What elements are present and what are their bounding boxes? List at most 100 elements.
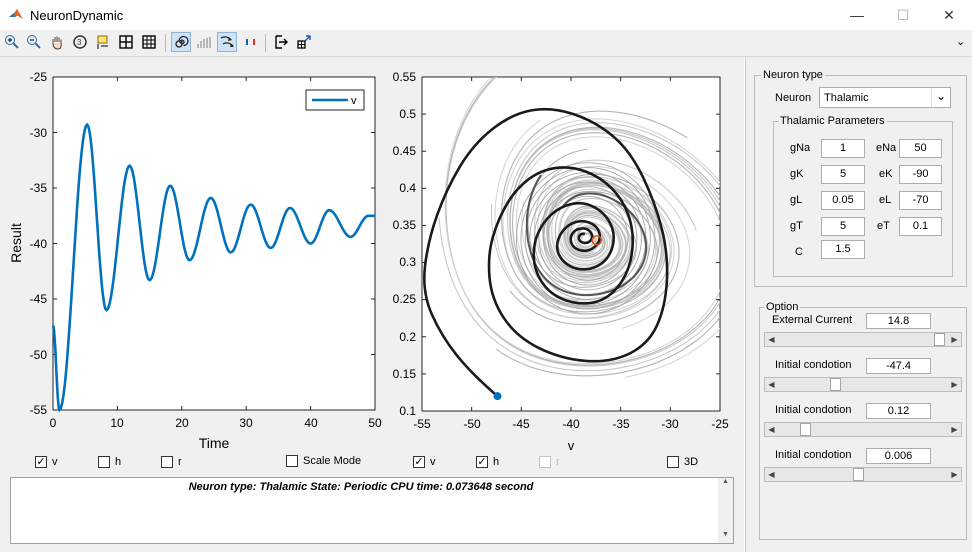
toolbar-menu-arrow-icon[interactable]: ⌄ [956, 36, 966, 48]
status-text-area[interactable]: Neuron type: Thalamic State: Periodic CP… [10, 477, 734, 544]
param-input-gT[interactable]: 5 [821, 217, 865, 236]
option-group [759, 307, 967, 540]
y-tick-label: 0.4 [399, 181, 416, 195]
slider-left-arrow-icon[interactable]: ◀ [768, 470, 775, 479]
minor-grid-icon[interactable] [139, 32, 159, 52]
gray-trajectory-ring [538, 186, 638, 291]
x-tick-label: 10 [110, 416, 124, 430]
slider-right-arrow-icon[interactable]: ▶ [951, 380, 958, 389]
slider-track[interactable]: ◀ ▶ [764, 422, 962, 437]
neuron-select[interactable]: Thalamic ⌄ [819, 87, 951, 108]
checkbox-3d[interactable] [667, 456, 679, 468]
slider-right-arrow-icon[interactable]: ▶ [951, 335, 958, 344]
gray-trajectory-line [509, 173, 680, 326]
data-cursor-icon[interactable] [93, 32, 113, 52]
slider-label: Initial condotion [775, 359, 852, 371]
color-marker-icon[interactable] [240, 32, 260, 52]
param-input-gK[interactable]: 5 [821, 165, 865, 184]
slider-track[interactable]: ◀ ▶ [764, 467, 962, 482]
param-input-gNa[interactable]: 1 [821, 139, 865, 158]
checkbox-h-time[interactable] [98, 456, 110, 468]
legend-entry: v [351, 95, 357, 107]
y-tick-label: 0.55 [393, 70, 417, 84]
export-icon[interactable] [271, 32, 291, 52]
y-tick-label: -30 [30, 126, 48, 140]
status-text: Neuron type: Thalamic State: Periodic CP… [188, 481, 534, 493]
checkbox-label: r [178, 456, 182, 468]
minimize-button[interactable]: — [850, 7, 864, 23]
gray-trajectory-ring [515, 162, 660, 315]
slider-left-arrow-icon[interactable]: ◀ [768, 425, 775, 434]
param-input-gL[interactable]: 0.05 [821, 191, 865, 210]
status-scrollbar[interactable]: ▲ ▼ [718, 478, 733, 543]
x-tick-label: -50 [463, 417, 481, 431]
slider-value-input[interactable]: -47.4 [866, 358, 931, 374]
param-label-gT: gT [790, 220, 803, 232]
maximize-button[interactable]: ☐ [896, 7, 910, 23]
slider-right-arrow-icon[interactable]: ▶ [951, 470, 958, 479]
rotate-3d-icon[interactable]: 3 [70, 32, 90, 52]
param-input-eL[interactable]: -70 [899, 191, 942, 210]
y-tick-label: 0.5 [399, 107, 416, 121]
param-input-eK[interactable]: -90 [899, 165, 942, 184]
scroll-down-icon[interactable]: ▼ [722, 531, 729, 538]
axis-ticks [421, 76, 721, 412]
phase-plane-plot[interactable]: 0.55 0.5 0.45 0.4 0.35 0.3 0.25 0.2 0.15… [380, 57, 744, 457]
x-axis-label: Time [199, 435, 230, 451]
checkbox-v-time[interactable]: ✓ [35, 456, 47, 468]
spiral-icon[interactable] [171, 32, 191, 52]
slider-thumb[interactable] [830, 378, 842, 391]
slider-thumb[interactable] [800, 423, 812, 436]
legend[interactable]: v [305, 89, 365, 111]
neuron-type-legend: Neuron type [761, 69, 825, 81]
param-label-gNa: gNa [790, 142, 811, 154]
checkbox-r-phase [539, 456, 551, 468]
y-tick-label: -55 [30, 403, 48, 417]
scroll-up-icon[interactable]: ▲ [722, 478, 729, 485]
chevron-down-icon[interactable]: ⌄ [931, 88, 950, 107]
v-trace-line [51, 122, 375, 413]
slider-left-arrow-icon[interactable]: ◀ [768, 380, 775, 389]
slider-value-input[interactable]: 14.8 [866, 313, 931, 329]
slider-track[interactable]: ◀ ▶ [764, 332, 962, 347]
checkbox-label: v [52, 456, 58, 468]
checkbox-r-time[interactable] [161, 456, 173, 468]
y-tick-label: 0.25 [393, 292, 417, 306]
slider-right-arrow-icon[interactable]: ▶ [951, 425, 958, 434]
x-tick-label: 20 [175, 416, 189, 430]
slider-value-input[interactable]: 0.006 [866, 448, 931, 464]
param-label-gL: gL [790, 194, 803, 206]
param-label-gK: gK [790, 168, 804, 180]
slider-left-arrow-icon[interactable]: ◀ [768, 335, 775, 344]
pan-hand-icon[interactable] [47, 32, 67, 52]
param-label-C: C [795, 246, 803, 258]
zoom-in-icon[interactable] [2, 32, 22, 52]
param-input-eT[interactable]: 0.1 [899, 217, 942, 236]
neuron-type-group [754, 75, 967, 287]
param-label-eT: eT [877, 220, 890, 232]
phase-arrows-icon[interactable] [217, 32, 237, 52]
slider-track[interactable]: ◀ ▶ [764, 377, 962, 392]
checkbox-v-phase[interactable]: ✓ [413, 456, 425, 468]
dock-figure-icon[interactable] [294, 32, 314, 52]
y-tick-label: 0.15 [393, 367, 417, 381]
grid-icon[interactable] [116, 32, 136, 52]
toolbar: 3 ⌄ [0, 30, 972, 57]
y-axis-label: Result [8, 223, 24, 263]
close-button[interactable]: ✕ [943, 7, 955, 23]
slider-label: External Current [772, 314, 853, 326]
time-series-plot[interactable]: -25 -30 -35 -40 -45 -50 -55 0 10 20 30 4… [0, 57, 390, 457]
y-tick-label: 0.3 [399, 255, 416, 269]
param-input-C[interactable]: 1.5 [821, 240, 865, 259]
x-tick-label: 30 [239, 416, 253, 430]
secondary-trajectory [525, 174, 648, 297]
param-input-eNa[interactable]: 50 [899, 139, 942, 158]
zoom-out-icon[interactable] [24, 32, 44, 52]
slider-value-input[interactable]: 0.12 [866, 403, 931, 419]
checkbox-scale-mode[interactable] [286, 455, 298, 467]
checkbox-label: Scale Mode [303, 455, 362, 467]
slider-thumb[interactable] [933, 333, 945, 346]
checkbox-h-phase[interactable]: ✓ [476, 456, 488, 468]
bar-wave-icon[interactable] [194, 32, 214, 52]
slider-thumb[interactable] [852, 468, 864, 481]
